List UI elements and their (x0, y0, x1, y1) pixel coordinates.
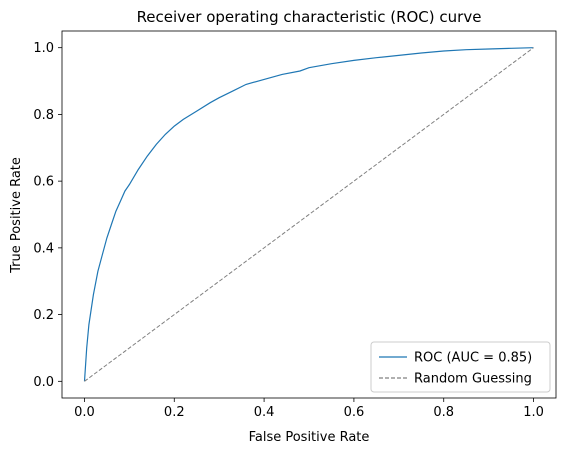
legend: ROC (AUC = 0.85) Random Guessing (370, 341, 551, 393)
y-axis-label: True Positive Rate (9, 157, 24, 274)
legend-label-0: ROC (AUC = 0.85) (414, 351, 532, 366)
x-tick-label-2: 0.4 (254, 405, 275, 420)
x-tick-label-1: 0.2 (164, 405, 185, 420)
x-tick-label-5: 1.0 (523, 405, 544, 420)
plot-frame (61, 30, 557, 399)
y-tick-label-0: 0.0 (33, 375, 54, 390)
y-tick-label-2: 0.4 (33, 241, 54, 256)
legend-box (370, 341, 551, 393)
series-line-0 (83, 47, 534, 382)
legend-label-1: Random Guessing (414, 372, 532, 387)
y-tick-label-3: 0.6 (33, 175, 54, 190)
x-tick-label-4: 0.8 (433, 405, 454, 420)
x-tick-label-3: 0.6 (344, 405, 365, 420)
x-tick-label-0: 0.0 (74, 405, 95, 420)
series-line-1 (84, 47, 534, 382)
chart-title: Receiver operating characteristic (ROC) … (137, 8, 482, 26)
x-axis-label: False Positive Rate (249, 430, 370, 445)
y-tick-label-1: 0.2 (33, 308, 54, 323)
plot-area (61, 30, 557, 399)
axis-ticks: 0.0 0.2 0.4 0.6 0.8 1.0 0.0 0.2 0.4 0.6 0.8 1.0 (33, 41, 544, 420)
y-tick-label-4: 0.8 (33, 108, 54, 123)
y-tick-label-5: 1.0 (33, 41, 54, 56)
